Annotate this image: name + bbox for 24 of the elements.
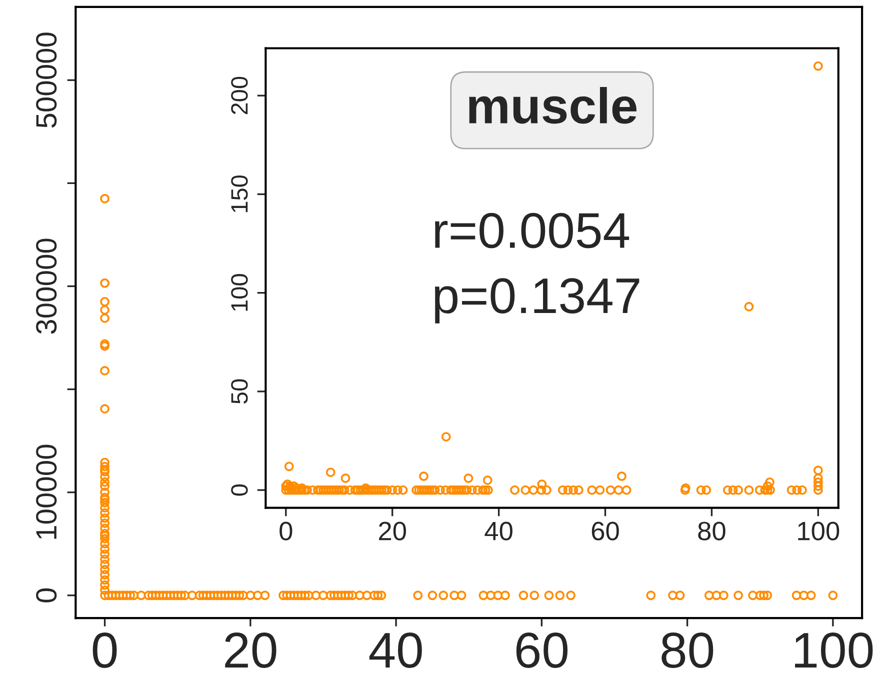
x-tick-label: 20 (378, 522, 406, 540)
x-tick-label: 100 (798, 522, 840, 540)
x-tick-label: 40 (369, 632, 422, 668)
x-tick-label: 0 (92, 632, 117, 668)
y-tick-label: 50 (231, 379, 248, 404)
y-tick-label: 300000 (36, 238, 57, 334)
y-tick-label: 0 (231, 484, 248, 496)
y-tick-label: 100000 (36, 444, 57, 539)
annotation: r=0.0054 (435, 212, 630, 248)
y-tick-label: 200 (231, 76, 248, 114)
x-tick-label: 40 (484, 522, 512, 540)
x-tick-label: 60 (516, 632, 568, 668)
y-tick-label: 500000 (36, 32, 57, 128)
x-tick-label: 20 (225, 632, 276, 668)
annotation: p=0.1347 (434, 278, 640, 324)
y-tick-label: 100 (231, 274, 248, 311)
y-tick-label: 150 (231, 175, 248, 212)
x-tick-label: 0 (280, 522, 292, 540)
x-tick-label: 100 (795, 632, 873, 668)
y-tick-label: 0 (36, 588, 57, 602)
x-tick-label: 80 (662, 632, 714, 668)
x-tick-label: 80 (698, 522, 726, 540)
text: muscle (469, 87, 636, 124)
x-tick-label: 60 (592, 522, 619, 540)
